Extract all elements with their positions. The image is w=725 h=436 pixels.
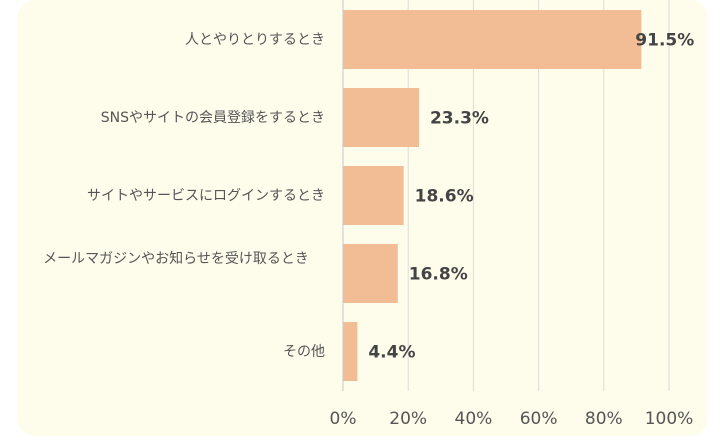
- x-tick-label: 0%: [330, 409, 357, 429]
- category-label: メールマガジンやお知らせを受け取るとき: [43, 250, 309, 267]
- value-label: 4.4%: [368, 343, 415, 363]
- x-tick-label: 60%: [520, 409, 558, 429]
- x-tick-label: 80%: [585, 409, 623, 429]
- value-label: 16.8%: [409, 265, 468, 285]
- category-label: SNSやサイトの会員登録をするとき: [100, 109, 325, 126]
- x-tick-label: 100%: [645, 409, 694, 429]
- value-label: 91.5%: [635, 31, 694, 51]
- bar: [343, 244, 398, 303]
- bar: [343, 88, 419, 147]
- value-label: 18.6%: [415, 187, 474, 207]
- value-label: 23.3%: [430, 109, 489, 129]
- category-label: その他: [283, 343, 325, 360]
- bar: [343, 166, 404, 225]
- category-label: サイトやサービスにログインするとき: [87, 187, 325, 204]
- category-label: 人とやりとりするとき: [185, 31, 325, 48]
- x-tick-label: 20%: [389, 409, 427, 429]
- bar: [343, 10, 642, 69]
- bar: [343, 322, 358, 381]
- x-tick-label: 40%: [455, 409, 493, 429]
